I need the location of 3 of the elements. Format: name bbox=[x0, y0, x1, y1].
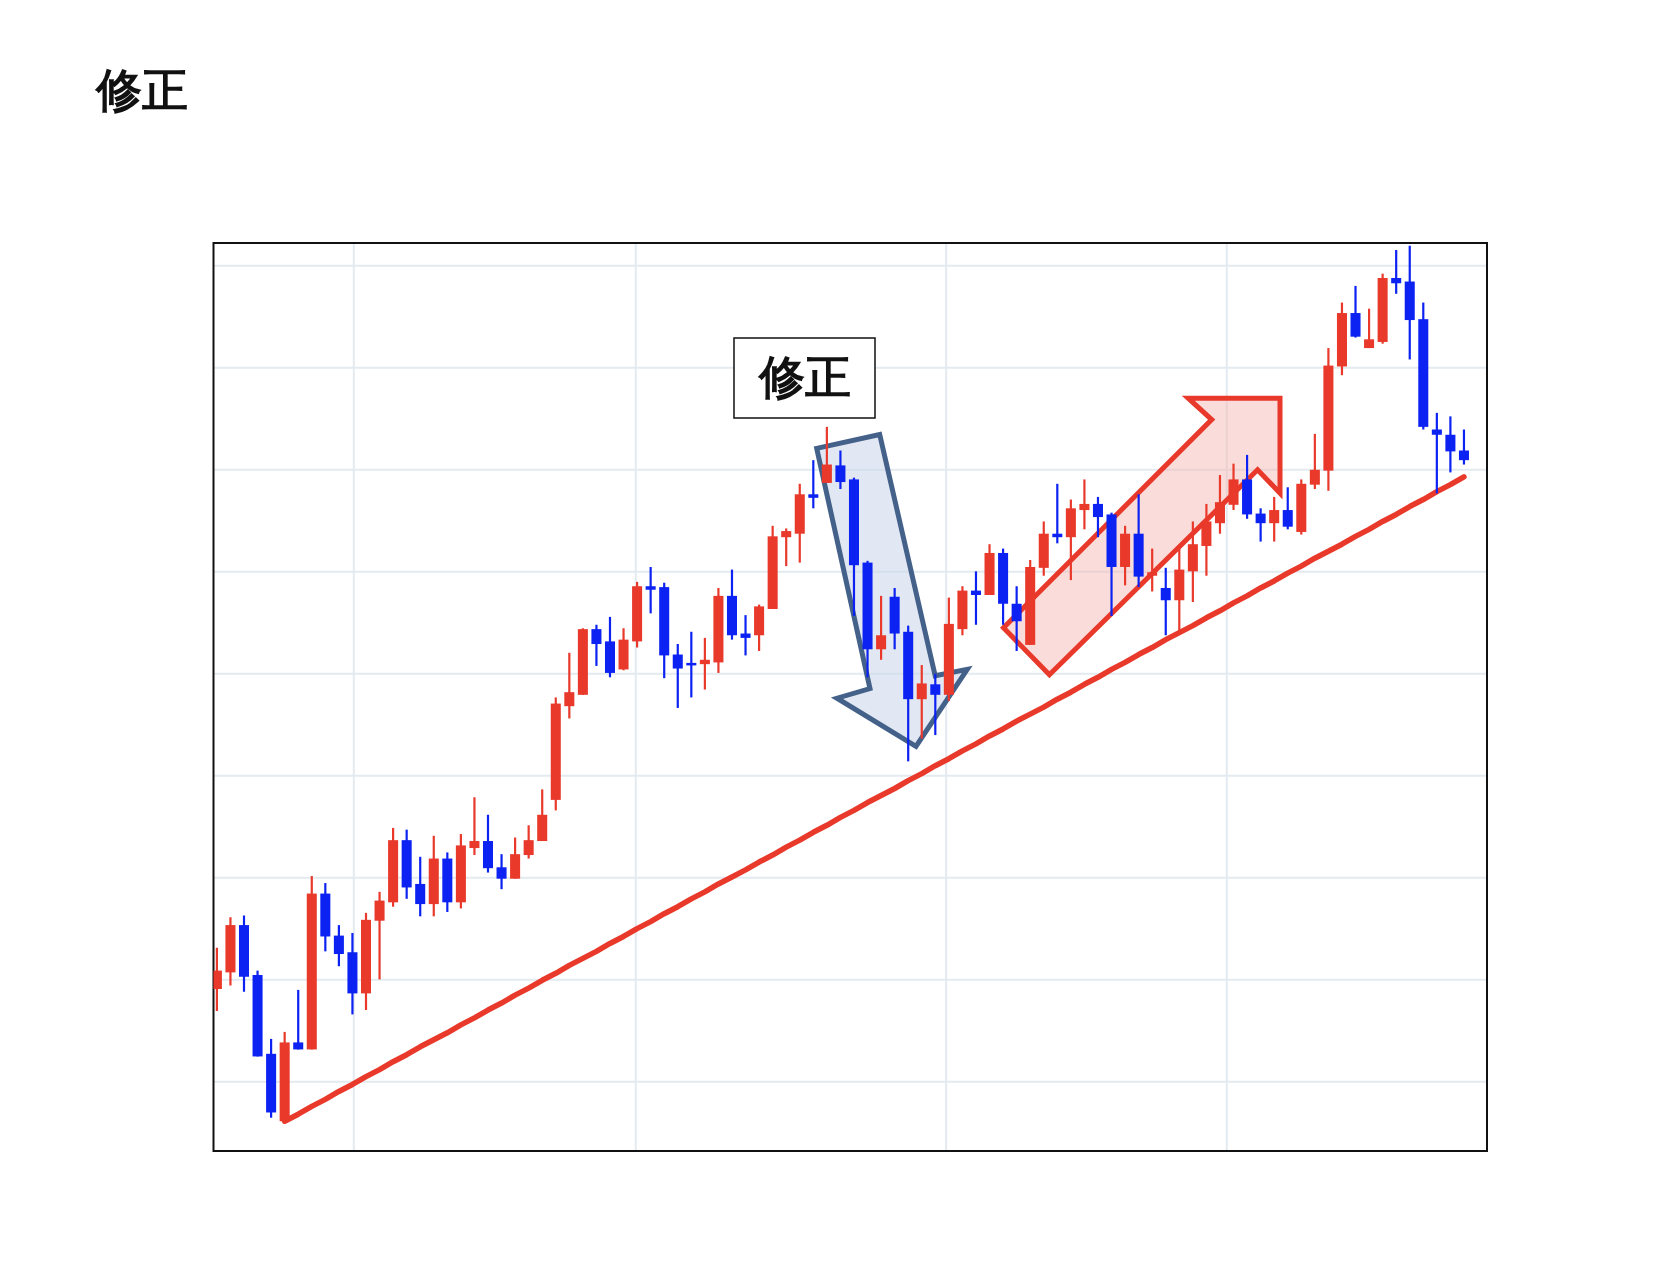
annotation: 修正 bbox=[756, 350, 851, 404]
title: 修正 bbox=[96, 63, 188, 117]
annotation: 修正 bbox=[733, 337, 876, 419]
